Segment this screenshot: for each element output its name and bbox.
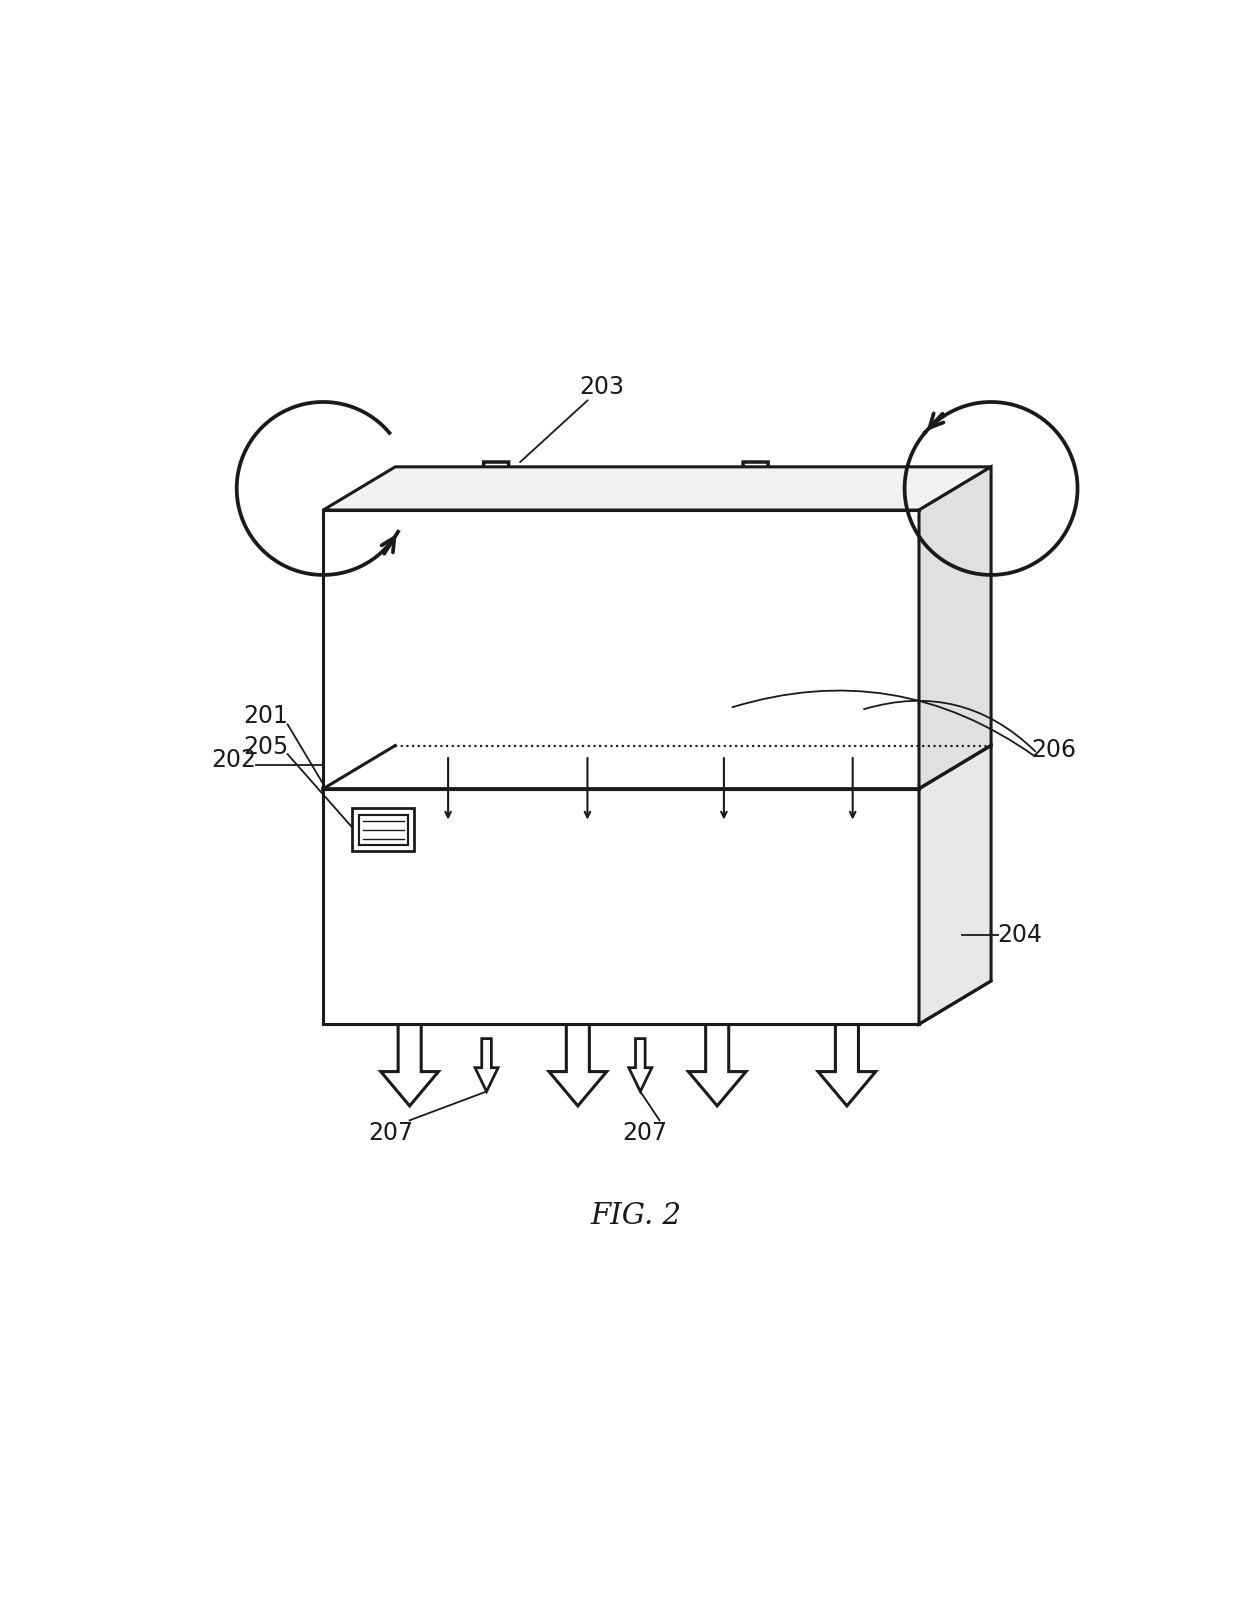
Polygon shape bbox=[549, 1025, 606, 1106]
Bar bbox=[352, 808, 414, 852]
Bar bbox=[701, 703, 743, 745]
Polygon shape bbox=[725, 461, 786, 549]
Text: FIG. 2: FIG. 2 bbox=[590, 1203, 681, 1230]
Polygon shape bbox=[818, 1025, 875, 1106]
Text: 203: 203 bbox=[579, 376, 625, 398]
Polygon shape bbox=[629, 1039, 652, 1091]
Ellipse shape bbox=[371, 662, 429, 685]
Ellipse shape bbox=[650, 662, 708, 685]
Ellipse shape bbox=[427, 693, 469, 711]
Polygon shape bbox=[324, 466, 991, 510]
Bar bbox=[427, 703, 469, 745]
Bar bbox=[831, 712, 873, 754]
Ellipse shape bbox=[831, 703, 873, 720]
Text: 202: 202 bbox=[211, 748, 257, 772]
Text: 207: 207 bbox=[622, 1120, 667, 1145]
Bar bbox=[324, 510, 919, 788]
Bar bbox=[324, 788, 919, 1025]
Polygon shape bbox=[475, 1039, 498, 1091]
Ellipse shape bbox=[701, 693, 743, 711]
Text: 201: 201 bbox=[243, 704, 288, 727]
Polygon shape bbox=[381, 1025, 439, 1106]
Bar bbox=[511, 674, 568, 745]
Polygon shape bbox=[474, 610, 528, 703]
Ellipse shape bbox=[511, 662, 568, 685]
Bar bbox=[775, 674, 832, 745]
Bar bbox=[562, 703, 604, 745]
Text: 204: 204 bbox=[997, 923, 1043, 947]
Text: 205: 205 bbox=[243, 735, 288, 759]
Ellipse shape bbox=[562, 693, 604, 711]
Ellipse shape bbox=[775, 662, 832, 685]
Bar bbox=[358, 814, 408, 845]
Bar bbox=[650, 674, 708, 745]
Polygon shape bbox=[465, 461, 527, 549]
Polygon shape bbox=[479, 630, 528, 722]
Text: 207: 207 bbox=[368, 1120, 413, 1145]
Text: 206: 206 bbox=[1030, 738, 1076, 763]
Bar bbox=[371, 674, 429, 745]
Polygon shape bbox=[688, 1025, 746, 1106]
Polygon shape bbox=[683, 630, 734, 727]
Polygon shape bbox=[919, 745, 991, 1025]
Polygon shape bbox=[681, 610, 734, 712]
Polygon shape bbox=[919, 466, 991, 788]
